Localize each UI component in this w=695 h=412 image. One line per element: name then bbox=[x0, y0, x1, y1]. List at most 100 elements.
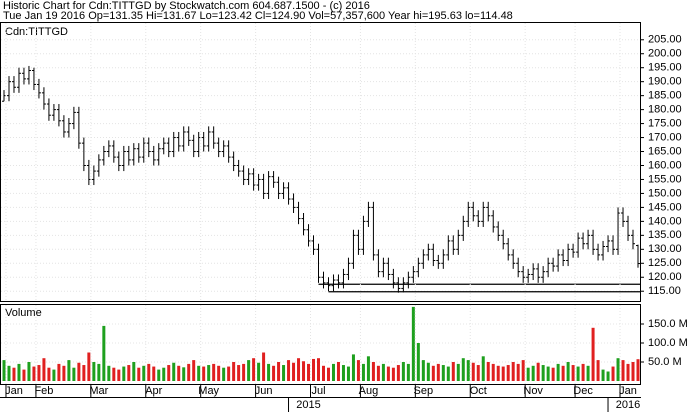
x-tick-label: Jan bbox=[5, 385, 23, 397]
volume-title: Volume bbox=[5, 307, 42, 319]
volume-bar bbox=[192, 360, 196, 381]
volume-bar bbox=[47, 367, 51, 381]
volume-bar bbox=[292, 362, 296, 381]
y-tick-label: 175.00 bbox=[648, 117, 682, 129]
volume-bar bbox=[556, 363, 560, 381]
volume-bar bbox=[626, 363, 630, 381]
x-tick-label: Jan bbox=[619, 385, 637, 397]
volume-bar bbox=[32, 366, 36, 381]
chart-title: Historic Chart for Cdn:TITTGD by Stockwa… bbox=[3, 0, 370, 12]
volume-bar bbox=[421, 360, 425, 381]
y-tick-label: 180.00 bbox=[648, 104, 682, 116]
volume-bar bbox=[317, 358, 321, 381]
x-tick-label: Jun bbox=[255, 385, 273, 397]
volume-bar bbox=[611, 366, 615, 381]
volume-bar bbox=[37, 365, 41, 381]
volume-bar bbox=[87, 352, 91, 381]
y-tick-label: 160.00 bbox=[648, 159, 682, 171]
volume-bar bbox=[491, 363, 495, 381]
x-tick-label: May bbox=[198, 385, 219, 397]
volume-bar bbox=[82, 365, 86, 381]
volume-bar bbox=[471, 362, 475, 381]
volume-bar bbox=[621, 360, 625, 381]
volume-bar bbox=[217, 365, 221, 381]
volume-bar bbox=[7, 365, 11, 381]
volume-bar bbox=[267, 363, 271, 381]
volume-bar bbox=[441, 365, 445, 381]
volume-bar bbox=[107, 365, 111, 381]
volume-bar bbox=[361, 363, 365, 381]
volume-bar bbox=[396, 365, 400, 381]
volume-bar bbox=[297, 358, 301, 381]
volume-bar bbox=[222, 367, 226, 381]
y-tick-label: 155.00 bbox=[648, 173, 682, 185]
volume-bar bbox=[237, 365, 241, 381]
volume-bar bbox=[247, 360, 251, 381]
y-tick-label: 150.0 M bbox=[648, 318, 688, 330]
volume-bar bbox=[137, 367, 141, 381]
volume-bar bbox=[406, 363, 410, 381]
volume-bar bbox=[182, 367, 186, 381]
volume-bar bbox=[341, 365, 345, 381]
volume-bar bbox=[326, 367, 330, 381]
volume-bar bbox=[386, 366, 390, 381]
volume-bar bbox=[262, 352, 266, 381]
volume-bar bbox=[152, 366, 156, 381]
volume-bar bbox=[212, 363, 216, 381]
x-tick-label: Dec bbox=[573, 385, 593, 397]
volume-bar bbox=[501, 366, 505, 381]
volume-bar bbox=[351, 354, 355, 381]
volume-bar bbox=[67, 360, 71, 381]
volume-bar bbox=[481, 356, 485, 381]
volume-bar bbox=[521, 360, 525, 381]
volume-bar bbox=[72, 367, 76, 381]
y-tick-label: 145.00 bbox=[648, 201, 682, 213]
y-tick-label: 125.00 bbox=[648, 257, 682, 269]
volume-bar bbox=[581, 363, 585, 381]
volume-bar bbox=[526, 367, 530, 381]
volume-bar bbox=[272, 365, 276, 381]
volume-bar bbox=[336, 362, 340, 381]
volume-bar bbox=[321, 365, 325, 381]
volume-bar bbox=[167, 365, 171, 381]
volume-bar bbox=[476, 365, 480, 381]
volume-bar bbox=[232, 362, 236, 381]
volume-bar bbox=[541, 365, 545, 381]
volume-bar bbox=[157, 369, 161, 381]
volume-bar bbox=[97, 363, 101, 381]
volume-bar bbox=[127, 365, 131, 381]
x-tick-label: Sep bbox=[414, 385, 434, 397]
year-label: 2016 bbox=[616, 399, 640, 411]
volume-bar bbox=[257, 362, 261, 381]
volume-bar bbox=[461, 358, 465, 381]
volume-bar bbox=[77, 362, 81, 381]
volume-bar bbox=[586, 365, 590, 381]
volume-bar bbox=[631, 362, 635, 381]
volume-bar bbox=[207, 365, 211, 381]
volume-bar bbox=[426, 362, 430, 381]
x-tick-label: Oct bbox=[470, 385, 487, 397]
volume-bar bbox=[356, 360, 360, 381]
volume-bar bbox=[331, 363, 335, 381]
volume-bar bbox=[27, 362, 31, 381]
volume-bar bbox=[546, 366, 550, 381]
x-tick-label: Apr bbox=[145, 385, 162, 397]
volume-bar bbox=[511, 362, 515, 381]
volume-bar bbox=[122, 366, 126, 381]
volume-bar bbox=[616, 358, 620, 381]
y-tick-label: 200.00 bbox=[648, 48, 682, 60]
volume-bar bbox=[197, 365, 201, 381]
volume-bar bbox=[162, 367, 166, 381]
volume-bar bbox=[466, 360, 470, 381]
y-tick-label: 205.00 bbox=[648, 34, 682, 46]
y-tick-label: 115.00 bbox=[648, 285, 681, 297]
volume-bar bbox=[17, 363, 21, 381]
volume-bar bbox=[282, 365, 286, 381]
volume-bar bbox=[531, 365, 535, 381]
volume-bar bbox=[102, 325, 106, 381]
volume-bar bbox=[172, 362, 176, 381]
volume-bar bbox=[376, 365, 380, 381]
volume-bar bbox=[571, 365, 575, 381]
volume-bar bbox=[391, 367, 395, 381]
